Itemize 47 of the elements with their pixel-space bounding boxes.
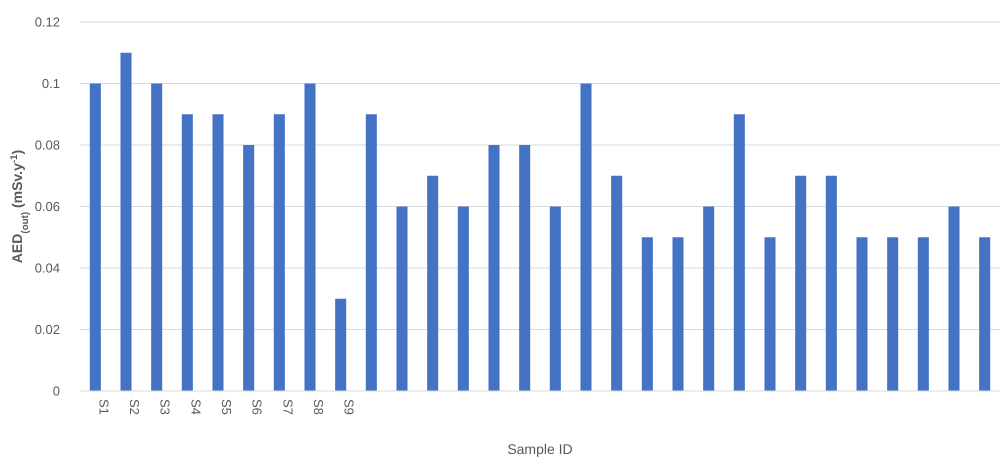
y-tick-label: 0 (52, 384, 60, 399)
x-tick-label: S7 (280, 399, 296, 415)
x-tick-label: S3 (158, 399, 173, 415)
bar (427, 176, 438, 391)
bar (703, 206, 714, 391)
y-tick-label: 0.06 (34, 199, 60, 214)
y-tick-label: 0.02 (34, 322, 60, 338)
bar (519, 145, 530, 391)
bar (90, 84, 101, 391)
x-tick-label: S4 (188, 399, 204, 415)
bar (734, 114, 745, 391)
bar (274, 114, 285, 391)
x-tick-label: S1 (96, 399, 112, 415)
bar (826, 176, 837, 391)
y-tick-label: 0.08 (34, 138, 60, 153)
bar (887, 237, 898, 391)
x-tick-label: S6 (250, 399, 265, 415)
bar (182, 114, 193, 391)
bar (151, 84, 162, 391)
bar (611, 176, 622, 391)
y-tick-label: 0.04 (34, 260, 60, 276)
bar (918, 237, 929, 391)
x-axis-title: Sample ID (507, 441, 573, 457)
bar (856, 237, 868, 391)
bar (672, 237, 684, 391)
bar (212, 114, 224, 391)
bar (304, 84, 316, 391)
x-tick-label: S8 (311, 399, 326, 415)
bar (979, 237, 990, 391)
bar (366, 114, 377, 391)
bar (488, 145, 500, 391)
bar (243, 145, 254, 391)
bar (642, 237, 653, 391)
bar (580, 84, 592, 391)
bar (795, 176, 806, 391)
bar (764, 237, 776, 391)
x-tick-label: S9 (342, 399, 357, 415)
bar (458, 206, 469, 391)
x-tick-label: S5 (219, 399, 234, 415)
bar (550, 206, 561, 391)
x-tick-label: S2 (127, 399, 142, 415)
bar (335, 298, 346, 391)
y-tick-label: 0.12 (34, 14, 60, 30)
bar (948, 206, 960, 391)
bar (120, 52, 132, 391)
bar (396, 206, 408, 391)
y-tick-label: 0.1 (42, 76, 60, 92)
